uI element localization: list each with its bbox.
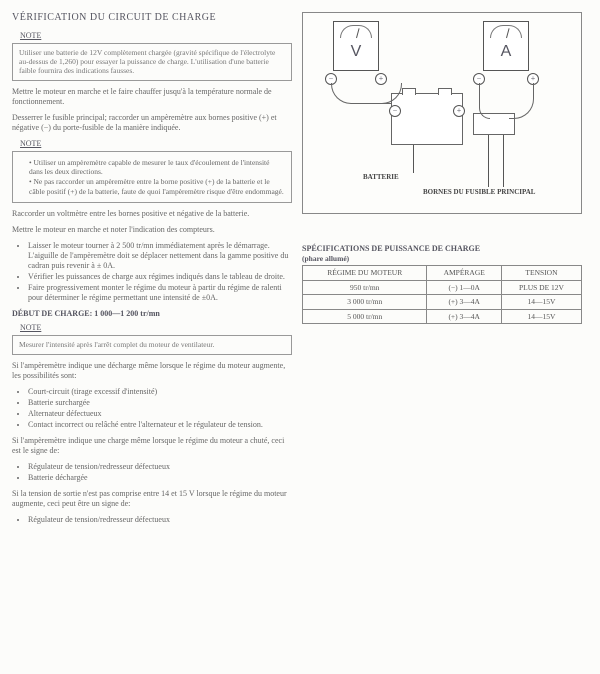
arrow-line (413, 145, 414, 173)
note2-item: Utiliser un ampèremètre capable de mesur… (29, 158, 285, 177)
para5: Si l'ampèremètre indique une décharge mê… (12, 361, 292, 381)
list1: Laisser le moteur tourner à 2 500 tr/mn … (12, 241, 292, 303)
voltmeter-label: V (334, 42, 378, 62)
spec-cell: 3 000 tr/mn (303, 295, 427, 309)
para1: Mettre le moteur en marche et le faire c… (12, 87, 292, 107)
right-column: V − + A − + − + BATTERIE (302, 12, 582, 531)
wire (509, 83, 534, 119)
list-item: Faire progressivement monter le régime d… (28, 283, 292, 303)
list-item: Batterie déchargée (28, 473, 292, 483)
arrow-line (488, 135, 489, 187)
spec-title: SPÉCIFICATIONS DE PUISSANCE DE CHARGE (302, 244, 582, 254)
para4: Mettre le moteur en marche et noter l'in… (12, 225, 292, 235)
spec-col: TENSION (501, 266, 581, 280)
list-item: Régulateur de tension/redresseur défectu… (28, 515, 292, 525)
para3: Raccorder un voltmètre entre les bornes … (12, 209, 292, 219)
list2: Court-circuit (tirage excessif d'intensi… (12, 387, 292, 430)
para6: Si l'ampèremètre indique une charge même… (12, 436, 292, 456)
list-item: Batterie surchargée (28, 398, 292, 408)
note1-box: Utiliser une batterie de 12V complètemen… (12, 43, 292, 81)
note2-heading: NOTE (20, 139, 292, 149)
list-item: Laisser le moteur tourner à 2 500 tr/mn … (28, 241, 292, 271)
note2-item: Ne pas raccorder un ampèremètre entre la… (29, 177, 285, 196)
batt-pos: + (453, 105, 465, 117)
spec-col: RÉGIME DU MOTEUR (303, 266, 427, 280)
list-item: Court-circuit (tirage excessif d'intensi… (28, 387, 292, 397)
note3-box: Mesurer l'intensité après l'arrêt comple… (12, 335, 292, 354)
spec-cell: 14—15V (501, 309, 581, 323)
spec-cell: (−) 1—0A (427, 280, 501, 294)
page-title: VÉRIFICATION DU CIRCUIT DE CHARGE (12, 12, 292, 25)
list-item: Régulateur de tension/redresseur défectu… (28, 462, 292, 472)
note1-heading: NOTE (20, 31, 292, 41)
list4: Régulateur de tension/redresseur défectu… (12, 515, 292, 525)
spec-cell: PLUS DE 12V (501, 280, 581, 294)
fuse-label: BORNES DU FUSIBLE PRINCIPAL (423, 188, 535, 197)
spec-table: RÉGIME DU MOTEUR AMPÉRAGE TENSION 950 tr… (302, 265, 582, 324)
note3-heading: NOTE (20, 323, 292, 333)
debut-charge: DÉBUT DE CHARGE: 1 000—1 200 tr/mn (12, 309, 292, 319)
batt-neg: − (389, 105, 401, 117)
ammeter-icon: A (483, 21, 529, 71)
spec-cell: 14—15V (501, 295, 581, 309)
wiring-diagram: V − + A − + − + BATTERIE (302, 12, 582, 214)
ammeter-label: A (484, 42, 528, 62)
list3: Régulateur de tension/redresseur défectu… (12, 462, 292, 483)
spec-col: AMPÉRAGE (427, 266, 501, 280)
spec-cell: (+) 3—4A (427, 295, 501, 309)
list-item: Vérifier les puissances de charge aux ré… (28, 272, 292, 282)
battery-label: BATTERIE (363, 173, 399, 182)
list-item: Contact incorrect ou relâché entre l'alt… (28, 420, 292, 430)
para7: Si la tension de sortie n'est pas compri… (12, 489, 292, 509)
spec-cell: (+) 3—4A (427, 309, 501, 323)
arrow-line (503, 135, 504, 187)
list-item: Alternateur défectueux (28, 409, 292, 419)
para2: Desserrer le fusible principal; raccorde… (12, 113, 292, 133)
note2-box: Utiliser un ampèremètre capable de mesur… (12, 151, 292, 204)
spec-cell: 5 000 tr/mn (303, 309, 427, 323)
battery-icon (391, 93, 463, 145)
voltmeter-icon: V (333, 21, 379, 71)
spec-subtitle: (phare allumé) (302, 254, 582, 263)
left-column: VÉRIFICATION DU CIRCUIT DE CHARGE NOTE U… (12, 12, 292, 531)
wire (479, 83, 490, 119)
spec-cell: 950 tr/mn (303, 280, 427, 294)
